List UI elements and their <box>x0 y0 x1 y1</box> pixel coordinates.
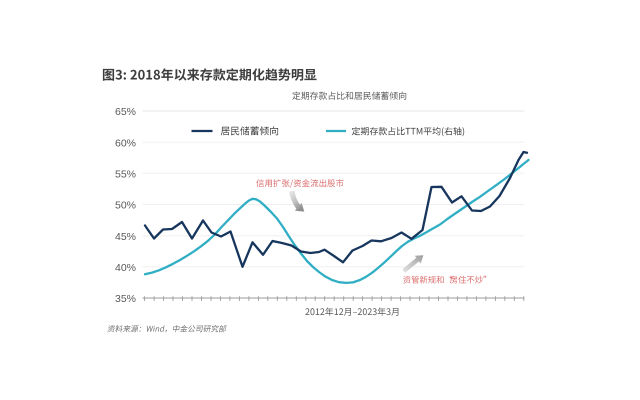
svg-text:50%: 50% <box>115 200 136 212</box>
svg-text:65%: 65% <box>115 106 136 118</box>
svg-text:60%: 60% <box>115 137 136 149</box>
svg-text:35%: 35% <box>115 293 136 305</box>
svg-text:55%: 55% <box>115 169 136 181</box>
svg-text:40%: 40% <box>115 262 136 274</box>
svg-text:45%: 45% <box>115 231 136 243</box>
